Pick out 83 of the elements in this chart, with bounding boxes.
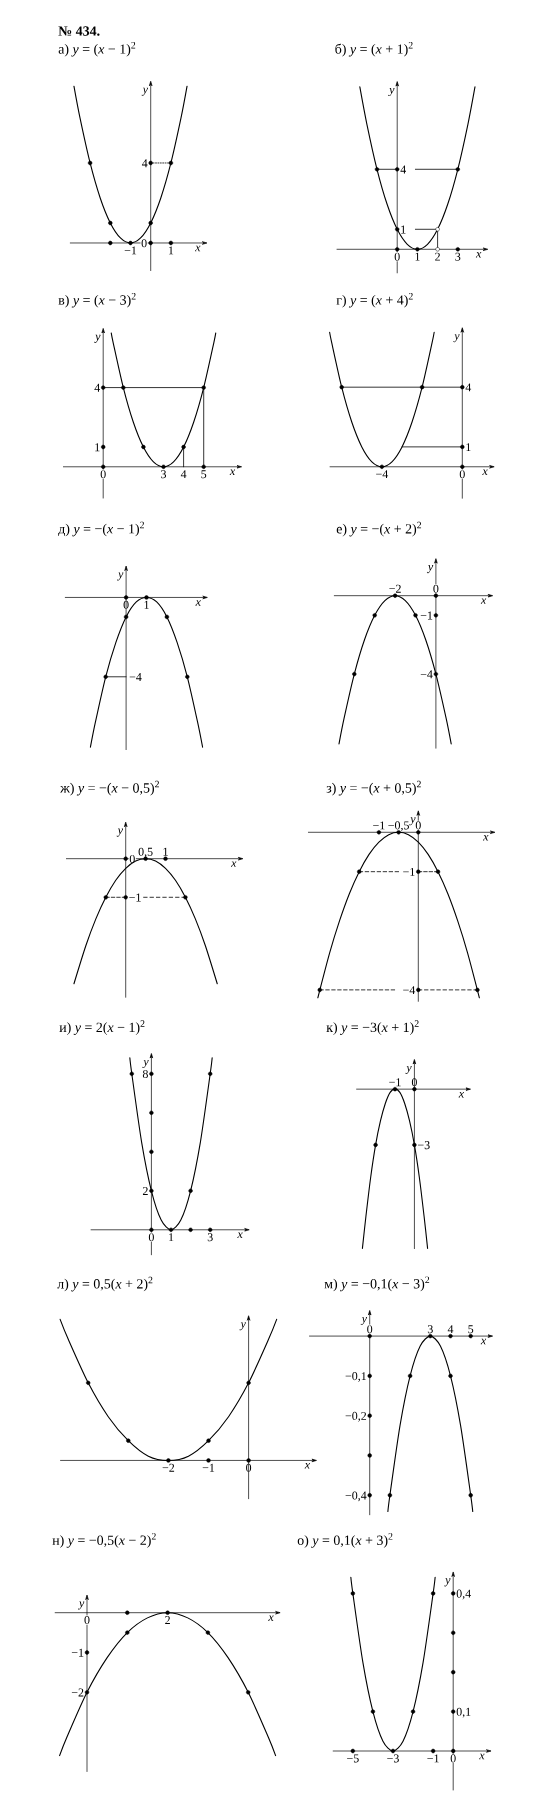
x-axis-title: x [483,834,489,841]
y-axis-title: y [78,1601,85,1610]
x-tick-label: 3 [161,470,167,479]
y-axis-title: y [117,572,124,581]
y-tick-label: −0,1 [345,1372,366,1382]
x-tick-label: −4 [376,470,389,479]
y-axis-title: y [94,334,101,343]
chart-title: м) y = −0,1(x − 3)$^{2}$ [324,1276,430,1292]
x-axis-title: x [482,469,488,475]
x-tick-label: 0 [450,1754,456,1763]
chart-title: н) y = −0,5(x − 2)$^{2}$ [52,1533,156,1548]
x-tick-label: −2 [162,1463,175,1472]
chart-title: к) y = −3(x + 1)$^{2}$ [326,1020,419,1035]
x-tick-label: 0 [246,1463,252,1472]
y-tick-label: 0,4 [456,1589,471,1600]
y-axis-title: y [116,828,123,837]
x-tick-label: −1 [202,1463,215,1472]
y-tick-label: −0,4 [345,1491,367,1502]
x-axis-title: x [475,251,482,258]
x-tick-label: 5 [201,470,207,479]
chart-title: з) y = −(x + 0,5)$^{2}$ [326,780,421,796]
x-axis-title: x [304,1463,310,1469]
x-tick-label: −1 [427,1754,439,1763]
y-axis-title: y [360,1316,368,1325]
x-tick-label: −1 [373,821,385,830]
y-axis-title: y [388,87,395,97]
chart-title: б) y = (x + 1)$^{2}$ [335,41,413,57]
x-tick-label: −3 [387,1754,399,1763]
x-tick-label: 3 [207,1233,213,1242]
chart-title: л) y = 0,5(x + 2)$^{2}$ [57,1276,153,1292]
x-axis-title: x [479,1753,485,1760]
x-axis-title: x [480,1338,487,1345]
y-axis-title: y [453,334,460,343]
x-tick-label: 3 [455,252,461,261]
x-tick-label: 2 [435,252,440,261]
chart-title: а) y = (x − 1)$^{2}$ [58,41,136,57]
chart-title: в) y = (x − 3)$^{2}$ [58,292,136,308]
y-tick-label: 0 [141,239,147,248]
y-axis-title: y [426,565,434,574]
x-tick-label: 0 [367,1325,373,1334]
x-axis-title: x [458,1091,464,1098]
x-axis-title: x [195,245,201,252]
x-tick-label: −5 [347,1754,359,1763]
y-axis-title: y [405,1065,412,1074]
x-tick-label: 5 [468,1325,474,1334]
chart-title: е) y = −(x + 2)$^{2}$ [336,521,422,537]
x-axis-title: x [237,1232,243,1238]
y-axis-title: y [142,1059,149,1068]
x-tick-label: 0 [148,1233,154,1242]
x-axis-title: x [268,1615,274,1621]
y-axis-title: y [141,87,149,96]
y-tick-label: −1 [403,867,415,876]
y-tick-label: −4 [403,986,416,995]
x-axis-title: x [195,600,201,606]
y-tick-label: 2 [142,1187,148,1195]
y-tick-label: 4 [400,165,406,174]
text: № 434. [58,26,100,36]
x-tick-label: 4 [180,470,187,479]
y-tick-label: −0,2 [345,1411,367,1422]
x-axis-title: x [230,861,237,867]
x-tick-label: −0,5 [388,821,409,832]
x-axis-title: x [229,469,236,475]
chart-title: и) y = 2(x − 1)$^{2}$ [59,1020,145,1035]
chart-title: г) y = (x + 4)$^{2}$ [336,292,413,308]
y-tick-label: 4 [465,383,472,392]
x-tick-label: 0,5 [138,847,153,858]
chart-title: о) y = 0,1(x + 3)$^{2}$ [297,1533,393,1548]
chart-title: ж) y = −(x − 0,5)$^{2}$ [60,780,159,796]
y-tick-label: 4 [141,159,148,168]
x-tick-label: 3 [427,1325,433,1334]
y-tick-label: 1 [466,443,471,452]
y-tick-label: 1 [401,225,406,234]
x-tick-label: 4 [447,1325,454,1334]
y-axis-title: y [239,1322,246,1331]
x-tick-label: 0 [394,252,400,261]
y-tick-label: 0,1 [456,1707,471,1718]
x-axis-title: x [480,598,487,604]
y-axis-title: y [444,1578,451,1587]
y-axis-title: y [409,817,416,826]
x-tick-label: 1 [169,1233,174,1242]
y-tick-label: 8 [142,1069,148,1079]
annotation: −3 [418,1141,430,1150]
chart-title: д) y = −(x − 1)$^{2}$ [58,521,144,537]
